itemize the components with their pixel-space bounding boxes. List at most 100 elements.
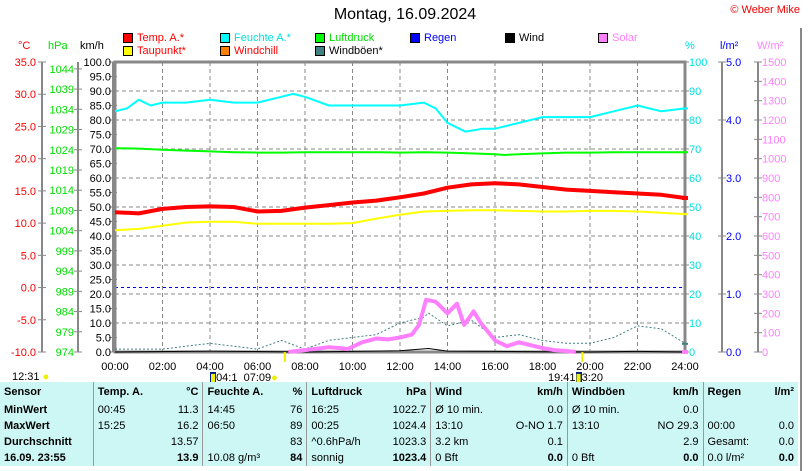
solar-axis-tick-label: 900: [762, 173, 780, 185]
table-cell: l/m²: [774, 386, 794, 398]
x-tick-label: 16:00: [481, 361, 509, 373]
legend-label: Windböen*: [329, 45, 383, 57]
wind-axis-tick-label: 5.0: [96, 333, 111, 345]
legend-swatch: [505, 33, 515, 43]
humidity-axis-tick-label: 10: [689, 318, 701, 330]
table-cell: 0.1: [547, 436, 563, 448]
temp-axis-tick-label: 0.0: [21, 283, 36, 295]
solar-axis-tick-label: 800: [762, 192, 780, 204]
x-tick-label: 02:00: [149, 361, 177, 373]
legend-item: Feuchte A.*: [220, 32, 291, 44]
temp-axis-tick-label: 35.0: [15, 57, 36, 69]
solar-axis-tick-label: 400: [762, 270, 780, 282]
table-cell: Sensor: [4, 386, 42, 398]
pressure-axis-tick-label: 1004: [50, 226, 74, 238]
wind-axis-tick-label: 50.0: [90, 202, 111, 214]
pressure-axis-tick-label: 994: [56, 266, 74, 278]
pressure-axis-tick-label: 984: [56, 307, 74, 319]
series-temp-a: [114, 181, 686, 216]
table-cell: %: [292, 386, 303, 398]
table-cell: Ø 10 min.: [566, 402, 643, 418]
legend-item: Regen: [410, 32, 456, 44]
humidity-axis-tick-label: 90: [689, 86, 701, 98]
table-cell: 13:10: [566, 418, 643, 434]
table-cell: ^0.6hPa/h: [306, 434, 380, 450]
series-end-marker: [682, 213, 688, 216]
sunrise-time: 07:09: [243, 372, 272, 384]
table-cell: km/h: [537, 386, 563, 398]
wind-axis-tick-label: 30.0: [90, 260, 111, 272]
wind-axis-tick-label: 65.0: [90, 159, 111, 171]
table-header-row: Sensor Temp. A. °C Feuchte A.% Luftdruck hPa W…: [0, 382, 798, 402]
temp-axis-tick-label: 5.0: [21, 250, 36, 262]
table-cell: 00:25: [306, 418, 380, 434]
series-feuchte-a: [114, 92, 686, 133]
table-cell: 0 Bft: [566, 450, 643, 466]
pressure-axis-tick-label: 1014: [50, 185, 74, 197]
table-cell: 1022.7: [392, 404, 427, 416]
legend-label: Regen: [424, 32, 457, 44]
solar-axis-tick-label: 1500: [762, 57, 786, 69]
table-cell: °C: [186, 386, 199, 398]
sunset-moonset: 19:41▮3:20: [548, 371, 603, 384]
legend-item: Windchill: [220, 45, 278, 57]
legend-label: Wind: [519, 32, 545, 44]
table-cell: [764, 402, 798, 418]
sunset-time: 19:41: [548, 372, 576, 384]
wind-axis-tick-label: 0.0: [96, 347, 111, 359]
humidity-axis-tick-label: 60: [689, 173, 701, 185]
x-tick-label: 14:00: [434, 361, 462, 373]
humidity-axis-unit: %: [685, 40, 695, 52]
legend-swatch: [410, 33, 420, 43]
table-cell: Feuchte A.: [202, 382, 282, 402]
pressure-axis-tick-label: 1034: [50, 104, 74, 116]
x-tick-label: 00:00: [101, 361, 129, 373]
wind-axis-tick-label: 10.0: [90, 318, 111, 330]
humidity-axis-tick-label: 30: [689, 260, 701, 272]
legend-item: Temp. A.*: [123, 32, 184, 44]
sun-icon: ●: [271, 372, 278, 384]
wind-axis-tick-label: 100.0: [83, 57, 111, 69]
table-cell: 13:10: [430, 418, 500, 434]
legend-swatch: [220, 33, 230, 43]
rain-axis-unit: l/m²: [720, 40, 739, 52]
table-cell: 1023.3: [392, 436, 427, 448]
series-end-marker: [682, 151, 688, 154]
humidity-axis-tick-label: 70: [689, 144, 701, 156]
table-cell: Temp. A.: [92, 382, 159, 402]
temp-axis-tick-label: 10.0: [15, 218, 36, 230]
humidity-axis-tick-label: 0: [689, 347, 695, 359]
solar-axis-tick-label: 1300: [762, 96, 786, 108]
moonset-time: 3:20: [581, 372, 604, 384]
humidity-axis-tick-label: 40: [689, 231, 701, 243]
table-cell: MaxWert: [4, 420, 50, 432]
moon-icon: ●: [42, 371, 50, 383]
table-cell: 1024.4: [392, 420, 427, 432]
table-cell: 00:00: [702, 418, 765, 434]
table-cell: 14:45: [202, 402, 282, 418]
temp-axis-tick-label: 20.0: [15, 154, 36, 166]
table-cell: Ø 10 min.: [430, 402, 500, 418]
legend-swatch: [123, 46, 133, 56]
table-row: 16.09. 23:55 13.9 10.08 g/m³ 84 sonnig 1023.4…: [0, 450, 798, 466]
table-cell: 89: [290, 420, 303, 432]
table-cell: Durchschnitt: [4, 436, 72, 448]
table-cell: 76: [290, 404, 303, 416]
table-cell: sonnig: [306, 450, 380, 466]
legend-label: Feuchte A.*: [234, 32, 291, 44]
x-tick-label: 06:00: [244, 361, 272, 373]
legend-item: Solar: [598, 32, 638, 44]
wind-axis-tick-label: 70.0: [90, 144, 111, 156]
table-cell: 0.0: [547, 452, 563, 464]
wind-axis-tick-label: 90.0: [90, 86, 111, 98]
series-windböen: [115, 312, 686, 350]
solar-axis-tick-label: 200: [762, 308, 780, 320]
adjacent-chart-edge: [800, 28, 810, 471]
pressure-axis-tick-label: 989: [56, 286, 74, 298]
temp-axis-unit: °C: [18, 40, 31, 52]
moonrise-sunrise: ▮04:1 07:09●: [210, 371, 278, 384]
table-cell: 0.0: [547, 404, 563, 416]
wind-axis-tick-label: 75.0: [90, 130, 111, 142]
humidity-axis-tick-label: 50: [689, 202, 701, 214]
pressure-axis-tick-label: 979: [56, 327, 74, 339]
